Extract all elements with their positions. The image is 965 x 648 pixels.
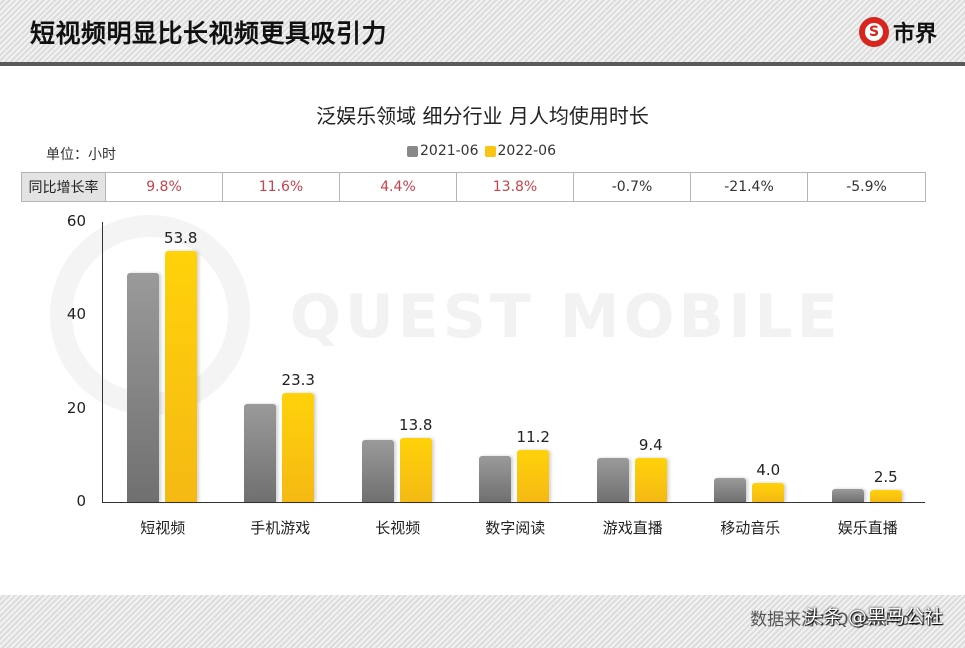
x-category-label: 数字阅读 <box>485 519 546 537</box>
bar-2021 <box>479 456 512 502</box>
brand-coin-icon: S <box>858 17 889 47</box>
bar-2021 <box>831 489 864 502</box>
y-tick-label: 60 <box>66 212 86 230</box>
bar-value-label: 13.8 <box>399 415 433 434</box>
legend-swatch-gray <box>407 145 418 157</box>
x-category-label: 长视频 <box>375 519 421 537</box>
x-axis <box>102 502 925 503</box>
bar-value-label: 11.2 <box>516 427 550 446</box>
bar-2021 <box>596 457 629 502</box>
bar-value-label: 23.3 <box>281 371 315 390</box>
y-tick-label: 40 <box>66 305 86 324</box>
bar-2022 <box>399 437 432 502</box>
footer-bar <box>0 595 965 648</box>
bar-2022 <box>752 483 785 502</box>
bar-value-label: 9.4 <box>638 436 663 455</box>
unit-label: 单位：小时 <box>46 147 116 163</box>
bar-2022 <box>282 393 315 502</box>
bar-chart-plot: 0 20 40 60 53.8 短视频 23.3 手机游戏 13.8 长视频 11.2 数字阅读 9.4… <box>66 212 925 537</box>
header-divider <box>0 62 965 66</box>
page-title: 短视频明显比长视频更具吸引力 <box>30 19 388 48</box>
bar-value-label: 53.8 <box>164 228 198 247</box>
x-category-label: 游戏直播 <box>602 519 663 537</box>
yoy-cell: -5.9% <box>846 179 887 195</box>
bar-2021 <box>126 273 159 502</box>
bar-2022 <box>164 250 197 502</box>
yoy-cell: 4.4% <box>340 173 457 201</box>
yoy-growth-table: 同比增长率 9.8% 11.6% 4.4% 13.8% -0.7% -21.4%… <box>21 172 926 202</box>
legend-item-2021: 2021-06 <box>407 143 479 159</box>
bar-2022 <box>517 449 550 502</box>
x-category-label: 短视频 <box>140 519 186 537</box>
data-source: 数据来源：QuestMobile <box>750 610 941 630</box>
bar-value-label: 4.0 <box>756 461 781 480</box>
bar-2022 <box>869 490 902 502</box>
yoy-cell: -0.7% <box>574 173 691 201</box>
yoy-cell: 13.8% <box>457 173 574 201</box>
bar-value-label: 2.5 <box>873 468 898 487</box>
brand-logo: S 市界 <box>858 16 937 48</box>
legend-item-2022: 2022-06 <box>484 143 556 159</box>
y-tick-label: 0 <box>76 492 86 510</box>
x-category-label: 娱乐直播 <box>837 519 898 537</box>
header-bar: 短视频明显比长视频更具吸引力 S 市界 <box>0 0 965 62</box>
yoy-header: 同比增长率 <box>22 173 106 201</box>
x-category-label: 手机游戏 <box>250 519 311 537</box>
credit-watermark: 头条 @黑马公社 <box>803 606 943 628</box>
watermark: QUEST MOBILE <box>290 282 842 352</box>
chart-title: 泛娱乐领域 细分行业 月人均使用时长 <box>316 104 649 128</box>
chart-legend: 2021-06 2022-06 <box>407 143 562 159</box>
bar-2021 <box>361 440 394 502</box>
legend-swatch-yellow <box>484 145 496 157</box>
brand-name: 市界 <box>892 22 937 47</box>
bar-2021 <box>244 404 277 502</box>
yoy-cell: 11.6% <box>223 173 340 201</box>
bar-2021 <box>714 478 747 502</box>
x-category-label: 移动音乐 <box>720 519 781 537</box>
yoy-cell: -21.4% <box>691 173 808 201</box>
yoy-cell: 9.8% <box>106 173 223 201</box>
y-axis <box>102 222 103 502</box>
bar-2022 <box>634 458 667 502</box>
y-tick-label: 20 <box>66 398 86 417</box>
